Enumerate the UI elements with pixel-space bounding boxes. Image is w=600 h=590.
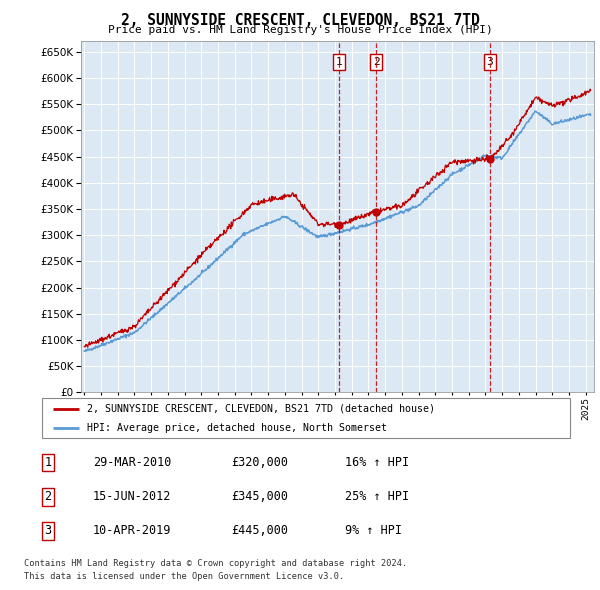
Text: 3: 3 [487,57,493,67]
Text: Contains HM Land Registry data © Crown copyright and database right 2024.: Contains HM Land Registry data © Crown c… [24,559,407,568]
Text: This data is licensed under the Open Government Licence v3.0.: This data is licensed under the Open Gov… [24,572,344,581]
Text: 10-APR-2019: 10-APR-2019 [93,525,172,537]
Text: 25% ↑ HPI: 25% ↑ HPI [345,490,409,503]
Text: 29-MAR-2010: 29-MAR-2010 [93,456,172,469]
Text: £345,000: £345,000 [231,490,288,503]
Text: 9% ↑ HPI: 9% ↑ HPI [345,525,402,537]
Text: 2, SUNNYSIDE CRESCENT, CLEVEDON, BS21 7TD (detached house): 2, SUNNYSIDE CRESCENT, CLEVEDON, BS21 7T… [87,404,435,414]
Text: 2: 2 [44,490,52,503]
Text: 1: 1 [44,456,52,469]
Text: HPI: Average price, detached house, North Somerset: HPI: Average price, detached house, Nort… [87,423,387,432]
Text: 16% ↑ HPI: 16% ↑ HPI [345,456,409,469]
Text: 2, SUNNYSIDE CRESCENT, CLEVEDON, BS21 7TD: 2, SUNNYSIDE CRESCENT, CLEVEDON, BS21 7T… [121,13,479,28]
Text: 1: 1 [335,57,343,67]
Text: 3: 3 [44,525,52,537]
Text: 15-JUN-2012: 15-JUN-2012 [93,490,172,503]
Text: £445,000: £445,000 [231,525,288,537]
Text: £320,000: £320,000 [231,456,288,469]
Text: Price paid vs. HM Land Registry's House Price Index (HPI): Price paid vs. HM Land Registry's House … [107,25,493,35]
Text: 2: 2 [373,57,379,67]
FancyBboxPatch shape [42,398,570,438]
